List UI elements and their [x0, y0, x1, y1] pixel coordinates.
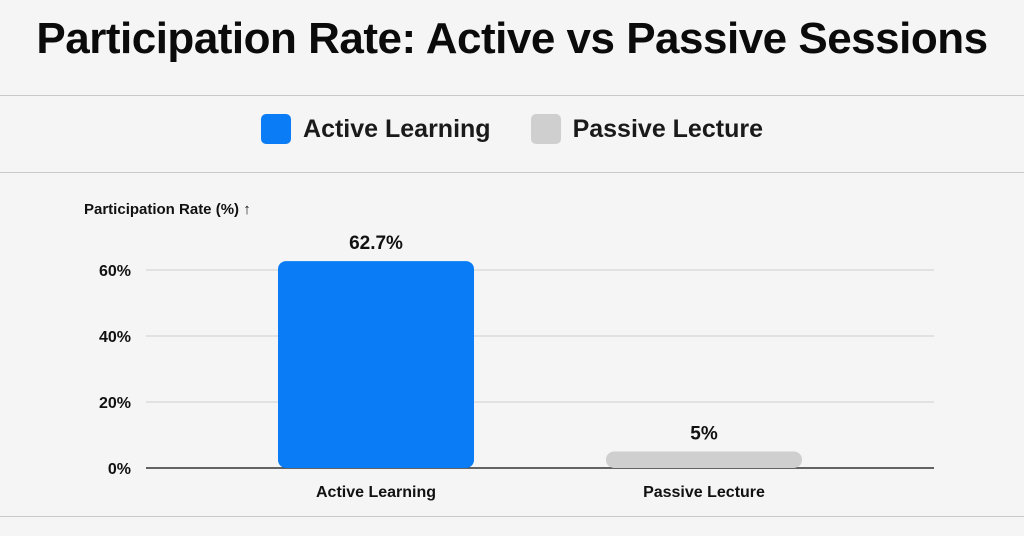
bar-value-label: 62.7% — [349, 233, 403, 254]
chart-legend: Active Learning Passive Lecture — [0, 114, 1024, 144]
bar-chart: Participation Rate (%) ↑ 0% 20% 40% 60% 62.7… — [84, 201, 934, 501]
y-tick-label: 20% — [99, 395, 131, 412]
bar-active-learning — [278, 261, 474, 468]
y-tick-label: 0% — [108, 461, 131, 478]
legend-item-passive: Passive Lecture — [530, 114, 763, 144]
legend-swatch-active — [261, 114, 292, 144]
bar-value-label: 5% — [690, 424, 718, 445]
legend-label-passive: Passive Lecture — [572, 114, 763, 143]
title-divider — [0, 95, 1024, 96]
legend-item-active: Active Learning — [261, 114, 491, 144]
chart-title: Participation Rate: Active vs Passive Se… — [36, 14, 988, 63]
x-tick-label: Active Learning — [316, 484, 436, 501]
y-axis-label: Participation Rate (%) ↑ — [84, 201, 251, 218]
x-tick-label: Passive Lecture — [643, 484, 765, 501]
y-tick-label: 40% — [99, 329, 131, 346]
legend-divider — [0, 172, 1024, 173]
legend-label-active: Active Learning — [303, 114, 491, 143]
bottom-divider — [0, 516, 1024, 517]
bar-passive-lecture — [606, 451, 802, 468]
y-tick-label: 60% — [99, 263, 131, 280]
legend-swatch-passive — [530, 114, 561, 144]
